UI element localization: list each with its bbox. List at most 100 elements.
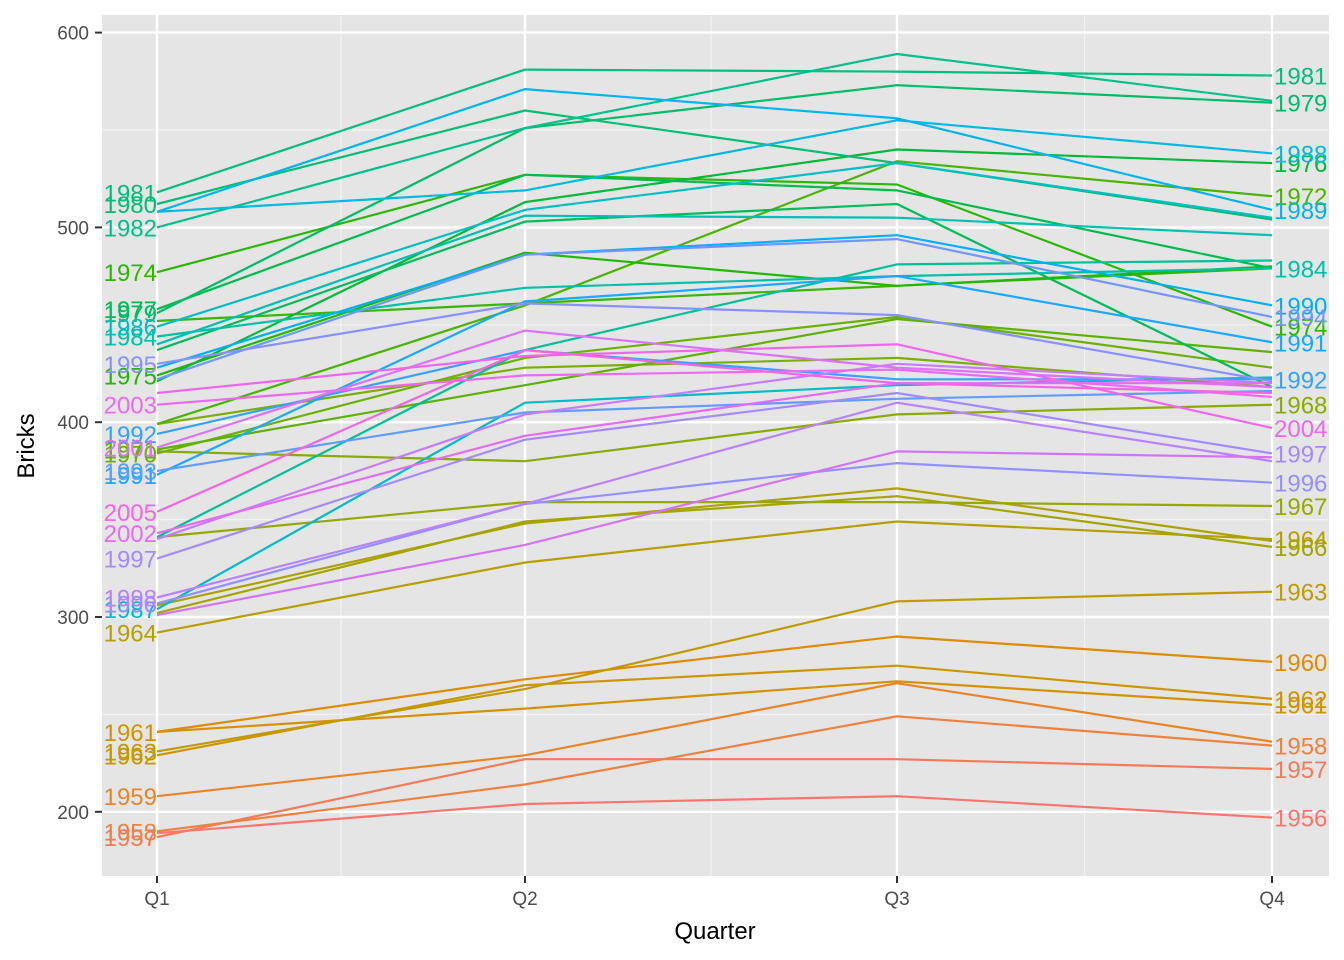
series-line-1990 (156, 234, 1273, 369)
series-line-1966 (156, 495, 1273, 615)
series-line-1963 (156, 590, 1273, 753)
right-label-1966: 1966 (1274, 535, 1327, 562)
series-line-1997 (156, 391, 1273, 560)
y-tick-label: 600 (57, 24, 89, 45)
series-line-1959 (156, 682, 1273, 798)
y-tick-label: 200 (57, 803, 89, 824)
series-line-1971 (156, 317, 1273, 451)
series-line-1975 (156, 251, 1273, 377)
y-tick-label: 400 (57, 413, 89, 434)
right-label-1972: 1972 (1274, 184, 1327, 211)
right-label-1962: 1962 (1274, 687, 1327, 714)
left-label-2002: 2002 (104, 521, 157, 548)
right-label-2004: 2004 (1274, 416, 1327, 443)
series-line-1998 (156, 401, 1273, 599)
right-label-1989: 1989 (1274, 198, 1327, 225)
left-label-1957: 1957 (104, 825, 157, 852)
x-tick-label: Q3 (884, 889, 909, 910)
series-line-1970 (156, 315, 1273, 455)
left-label-1964: 1964 (104, 621, 157, 648)
right-label-1990: 1990 (1274, 293, 1327, 320)
series-line-1972 (156, 160, 1273, 426)
series-line-1995 (156, 302, 1273, 383)
series-line-1974 (156, 173, 1273, 328)
right-label-1967: 1967 (1274, 494, 1327, 521)
right-label-1963: 1963 (1274, 580, 1327, 607)
series-line-1994 (156, 238, 1273, 381)
right-label-1996: 1996 (1274, 471, 1327, 498)
left-label-1959: 1959 (104, 784, 157, 811)
right-label-1991: 1991 (1274, 330, 1327, 357)
series-line-1978 (156, 202, 1273, 389)
series-line-1981 (156, 68, 1273, 194)
left-label-1984: 1984 (104, 324, 157, 351)
series-line-1989 (156, 87, 1273, 213)
left-label-1975: 1975 (104, 363, 157, 390)
left-label-1996: 1996 (104, 591, 157, 618)
left-label-1961: 1961 (104, 720, 157, 747)
left-label-1987: 1987 (104, 597, 157, 624)
right-label-1968: 1968 (1274, 393, 1327, 420)
left-label-1997: 1997 (104, 547, 157, 574)
series-lines (156, 52, 1273, 839)
left-label-2001: 2001 (104, 436, 157, 463)
series-line-1996 (156, 462, 1273, 605)
series-line-1982 (156, 52, 1273, 229)
left-label-1958: 1958 (104, 819, 157, 846)
right-label-1992: 1992 (1274, 367, 1327, 394)
series-line-1967 (156, 501, 1273, 539)
series-line-1993 (156, 389, 1273, 472)
right-label-1976: 1976 (1274, 151, 1327, 178)
series-end-labels: 1957195819591961196219631964197019711974… (104, 63, 1328, 852)
right-label-1956: 1956 (1274, 806, 1327, 833)
series-line-1979 (156, 84, 1273, 315)
right-label-1958: 1958 (1274, 734, 1327, 761)
series-line-1968 (156, 403, 1273, 463)
x-axis: Q1 Q2 Q3 Q4 (144, 876, 1285, 910)
left-label-1991: 1991 (104, 463, 157, 490)
left-label-1986: 1986 (104, 315, 157, 342)
right-label-1997: 1997 (1274, 441, 1327, 468)
x-axis-title: Quarter (674, 918, 755, 945)
left-label-1963: 1963 (104, 739, 157, 766)
right-label-1957: 1957 (1274, 757, 1327, 784)
series-line-1986 (156, 162, 1273, 328)
left-label-1970: 1970 (104, 441, 157, 468)
left-label-1962: 1962 (104, 743, 157, 770)
series-line-1957 (156, 758, 1273, 839)
left-label-1981: 1981 (104, 180, 157, 207)
series-line-2000 (156, 450, 1273, 617)
left-label-1971: 1971 (104, 437, 157, 464)
x-tick-label: Q4 (1259, 889, 1285, 910)
series-line-1964 (156, 520, 1273, 634)
right-label-1979: 1979 (1274, 91, 1327, 118)
series-line-2004 (156, 343, 1273, 430)
left-label-1998: 1998 (104, 586, 157, 613)
right-label-1964: 1964 (1274, 527, 1327, 554)
left-label-1977: 1977 (104, 297, 157, 324)
y-tick-label: 500 (57, 218, 89, 239)
right-label-1961: 1961 (1274, 693, 1327, 720)
series-line-1976 (156, 148, 1273, 383)
series-line-1956 (156, 795, 1273, 835)
series-line-1958 (156, 715, 1273, 833)
series-line-2005 (156, 349, 1273, 513)
series-line-1965 (156, 487, 1273, 607)
series-line-1999 (156, 362, 1273, 541)
series-line-1960 (156, 635, 1273, 733)
series-line-1983 (156, 259, 1273, 539)
series-line-1992 (156, 349, 1272, 435)
x-tick-label: Q2 (512, 889, 537, 910)
series-line-1977 (156, 173, 1273, 311)
left-label-1979: 1979 (104, 301, 157, 328)
right-label-1981: 1981 (1274, 63, 1327, 90)
left-label-2003: 2003 (104, 393, 157, 420)
right-label-1994: 1994 (1274, 305, 1327, 332)
left-label-1992: 1992 (104, 422, 157, 449)
series-line-2003 (156, 368, 1273, 406)
left-label-1995: 1995 (104, 352, 157, 379)
left-label-2005: 2005 (104, 500, 157, 527)
right-label-1984: 1984 (1274, 256, 1327, 283)
series-line-1985 (156, 214, 1273, 346)
